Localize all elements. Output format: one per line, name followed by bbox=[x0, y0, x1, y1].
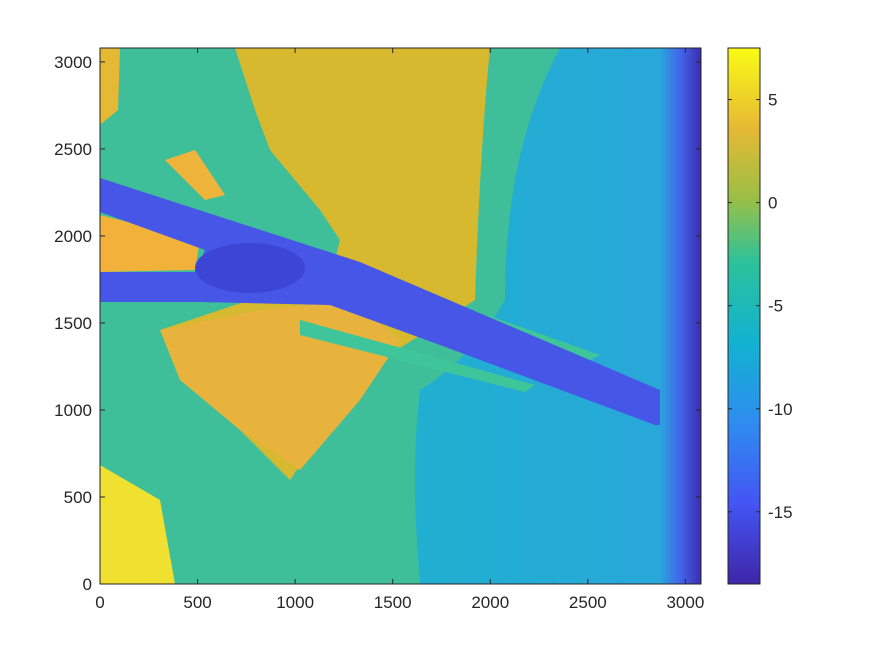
colorbar-axis: 5 0 -5 -10 -15 bbox=[728, 91, 793, 522]
y-tick-label: 2500 bbox=[54, 140, 92, 159]
y-tick-label: 1000 bbox=[54, 401, 92, 420]
y-tick-label: 3000 bbox=[54, 53, 92, 72]
navigation-channel bbox=[100, 178, 685, 425]
x-tick-label: 2500 bbox=[569, 593, 607, 612]
y-tick-label: 0 bbox=[83, 575, 92, 594]
x-tick-label: 1000 bbox=[276, 593, 314, 612]
turning-basin bbox=[195, 243, 305, 293]
x-axis: 0 500 1000 1500 2000 2500 3000 bbox=[95, 48, 704, 612]
colorbar-tick-label: 0 bbox=[768, 194, 777, 213]
deep-edge-band bbox=[660, 48, 701, 584]
colorbar-frame bbox=[727, 47, 761, 585]
heatmap-image bbox=[100, 48, 701, 584]
colorbar-tick-label: -15 bbox=[768, 503, 793, 522]
y-axis: 0 500 1000 1500 2000 2500 3000 bbox=[54, 53, 701, 594]
y-tick-label: 1500 bbox=[54, 314, 92, 333]
x-tick-label: 0 bbox=[95, 593, 104, 612]
jetty-south bbox=[300, 320, 535, 392]
quay-block bbox=[100, 215, 200, 272]
y-tick-label: 500 bbox=[64, 488, 92, 507]
island-north bbox=[100, 48, 120, 125]
colorbar-tick-label: -5 bbox=[768, 297, 783, 316]
colorbar-tick-label: 5 bbox=[768, 91, 777, 110]
colorbar-tick-label: -10 bbox=[768, 400, 793, 419]
x-tick-label: 500 bbox=[183, 593, 211, 612]
land-southwest bbox=[100, 465, 175, 584]
pier-block bbox=[165, 150, 225, 200]
y-tick-label: 2000 bbox=[54, 227, 92, 246]
plot-frame bbox=[99, 47, 702, 585]
colorbar bbox=[728, 48, 760, 584]
x-tick-label: 2000 bbox=[471, 593, 509, 612]
x-tick-label: 3000 bbox=[666, 593, 704, 612]
x-tick-label: 1500 bbox=[374, 593, 412, 612]
